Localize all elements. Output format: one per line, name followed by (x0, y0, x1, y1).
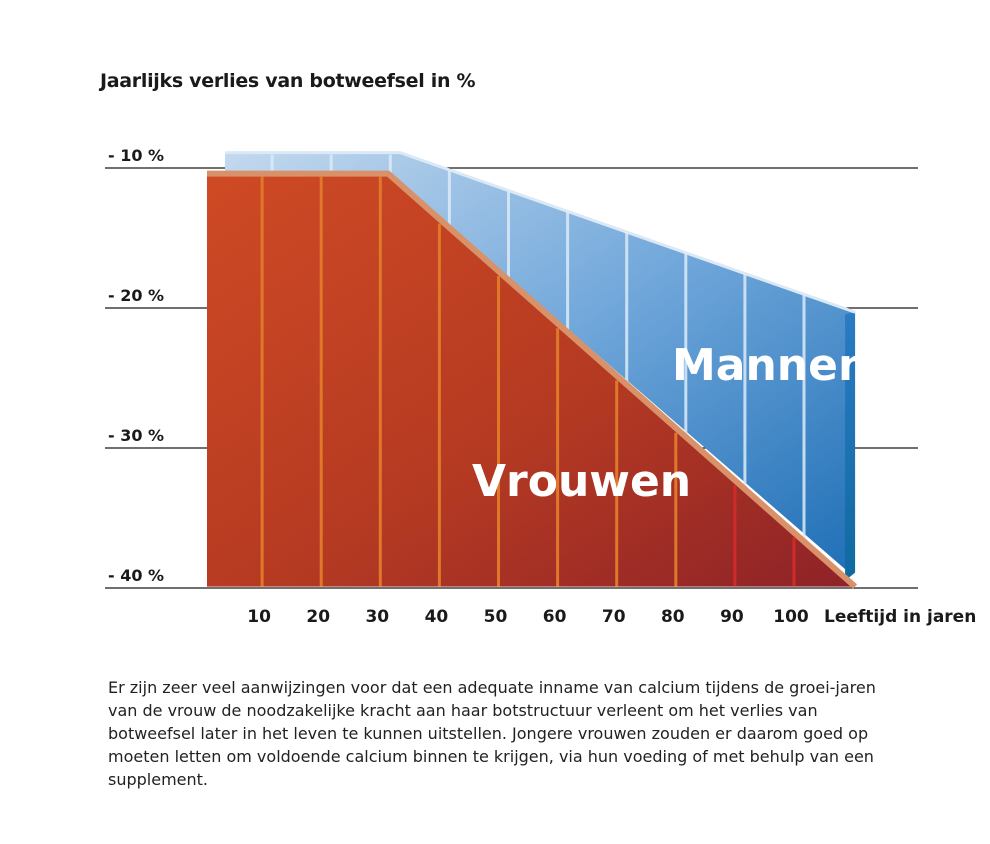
x-tick-label: 30 (365, 607, 389, 627)
series-men-side (845, 312, 856, 581)
y-tick-label: - 20 % (108, 286, 164, 305)
y-tick-label: - 30 % (108, 426, 164, 445)
tick-layer: - 10 % - 20 % - 30 % - 40 % 10 20 30 40 50 60 70 80… (108, 146, 976, 627)
x-axis-label: Leeftijd in jaren (824, 607, 976, 627)
x-tick-label: 90 (720, 607, 744, 627)
chart-title: Jaarlijks verlies van botweefsel in % (100, 70, 476, 92)
y-tick-label: - 40 % (108, 566, 164, 585)
x-tick-label: 80 (661, 607, 685, 627)
area-layer: Mannen Vrouwen (207, 151, 869, 589)
chart-svg: Mannen Vrouwen - 10 % - 20 % - 30 % - 40 % 10… (105, 146, 976, 627)
series-label-women: Vrouwen (472, 456, 691, 507)
x-tick-label: 40 (425, 607, 449, 627)
series-women-edge (207, 170, 858, 589)
x-tick-label: 20 (306, 607, 330, 627)
x-tick-label: 100 (773, 607, 809, 627)
x-tick-label: 70 (602, 607, 626, 627)
caption-paragraph: Er zijn zeer veel aanwijzingen voor dat … (108, 678, 876, 789)
series-label-men: Mannen (672, 340, 869, 391)
series-men-edge (225, 151, 856, 314)
x-tick-label: 60 (543, 607, 567, 627)
y-tick-label: - 10 % (108, 146, 164, 165)
x-tick-label: 50 (484, 607, 508, 627)
series-women-area (207, 173, 856, 587)
x-tick-label: 10 (247, 607, 271, 627)
